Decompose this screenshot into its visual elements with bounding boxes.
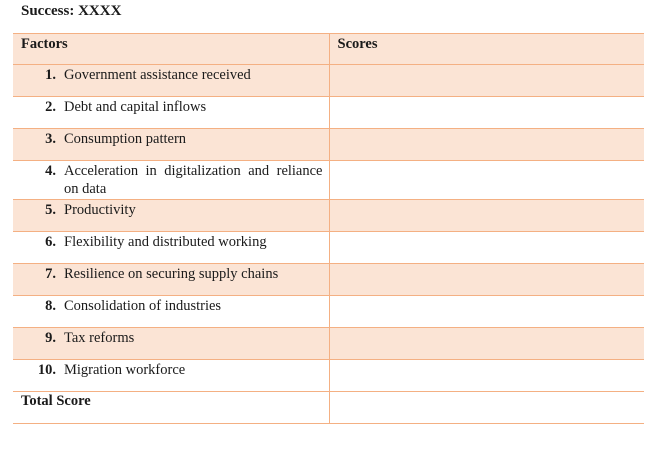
factor-cell: 7. Resilience on securing supply chains	[13, 263, 330, 296]
score-cell[interactable]	[329, 359, 644, 392]
factor-cell: 8. Consolidation of industries	[13, 295, 330, 328]
table-row: 9. Tax reforms	[13, 327, 644, 360]
table-row: 6. Flexibility and distributed working	[13, 231, 644, 264]
factor-cell: 6. Flexibility and distributed working	[13, 231, 330, 264]
factor-number: 7.	[45, 266, 56, 282]
factor-score-table: Factors Scores 1. Government assistance r…	[13, 33, 644, 424]
table-row: 5. Productivity	[13, 199, 644, 232]
factor-label: Government assistance received	[64, 67, 251, 83]
factor-cell: 4. Acceleration in digitalization and rel…	[13, 160, 330, 200]
factor-cell: 9. Tax reforms	[13, 327, 330, 360]
factor-label: Acceleration in digitalization and relia…	[64, 163, 323, 197]
score-cell[interactable]	[329, 96, 644, 129]
score-cell[interactable]	[329, 263, 644, 296]
table-row: 10. Migration workforce	[13, 359, 644, 392]
header-factors: Factors	[13, 33, 330, 65]
factor-number: 9.	[45, 330, 56, 346]
table-row: 8. Consolidation of industries	[13, 295, 644, 328]
factor-number: 4.	[45, 163, 56, 179]
score-cell[interactable]	[329, 64, 644, 97]
factor-label: Debt and capital inflows	[64, 99, 207, 115]
factor-rows: 1. Government assistance received 2. Debt a…	[13, 64, 644, 392]
factor-number: 10.	[37, 362, 56, 378]
factor-number: 5.	[45, 202, 56, 218]
factor-number: 6.	[45, 234, 56, 250]
success-heading: Success: XXXX	[21, 3, 122, 19]
factor-label: Productivity	[64, 202, 136, 218]
factor-label: Tax reforms	[64, 330, 135, 346]
factor-number: 1.	[45, 67, 56, 83]
factor-cell: 2. Debt and capital inflows	[13, 96, 330, 129]
header-scores: Scores	[329, 33, 644, 65]
factor-label: Migration workforce	[64, 362, 186, 378]
factor-label: Resilience on securing supply chains	[64, 266, 279, 282]
table-row: 7. Resilience on securing supply chains	[13, 263, 644, 296]
total-score-row: Total Score	[13, 391, 644, 424]
factor-cell: 10. Migration workforce	[13, 359, 330, 392]
table-row: 1. Government assistance received	[13, 64, 644, 97]
table-row: 2. Debt and capital inflows	[13, 96, 644, 129]
factor-label: Consumption pattern	[64, 131, 187, 147]
factor-cell: 1. Government assistance received	[13, 64, 330, 97]
table-row: 3. Consumption pattern	[13, 128, 644, 161]
factor-label: Consolidation of industries	[64, 298, 222, 314]
score-cell[interactable]	[329, 199, 644, 232]
score-cell[interactable]	[329, 295, 644, 328]
factor-number: 3.	[45, 131, 56, 147]
table-row: 4. Acceleration in digitalization and rel…	[13, 160, 644, 200]
score-cell[interactable]	[329, 231, 644, 264]
factor-cell: 3. Consumption pattern	[13, 128, 330, 161]
score-cell[interactable]	[329, 128, 644, 161]
total-score-label: Total Score	[13, 391, 330, 424]
factor-label: Flexibility and distributed working	[64, 234, 267, 250]
total-score-value[interactable]	[329, 391, 644, 424]
factor-number: 8.	[45, 298, 56, 314]
factor-cell: 5. Productivity	[13, 199, 330, 232]
factor-number: 2.	[45, 99, 56, 115]
score-cell[interactable]	[329, 327, 644, 360]
score-cell[interactable]	[329, 160, 644, 200]
table-header-row: Factors Scores	[13, 33, 644, 65]
